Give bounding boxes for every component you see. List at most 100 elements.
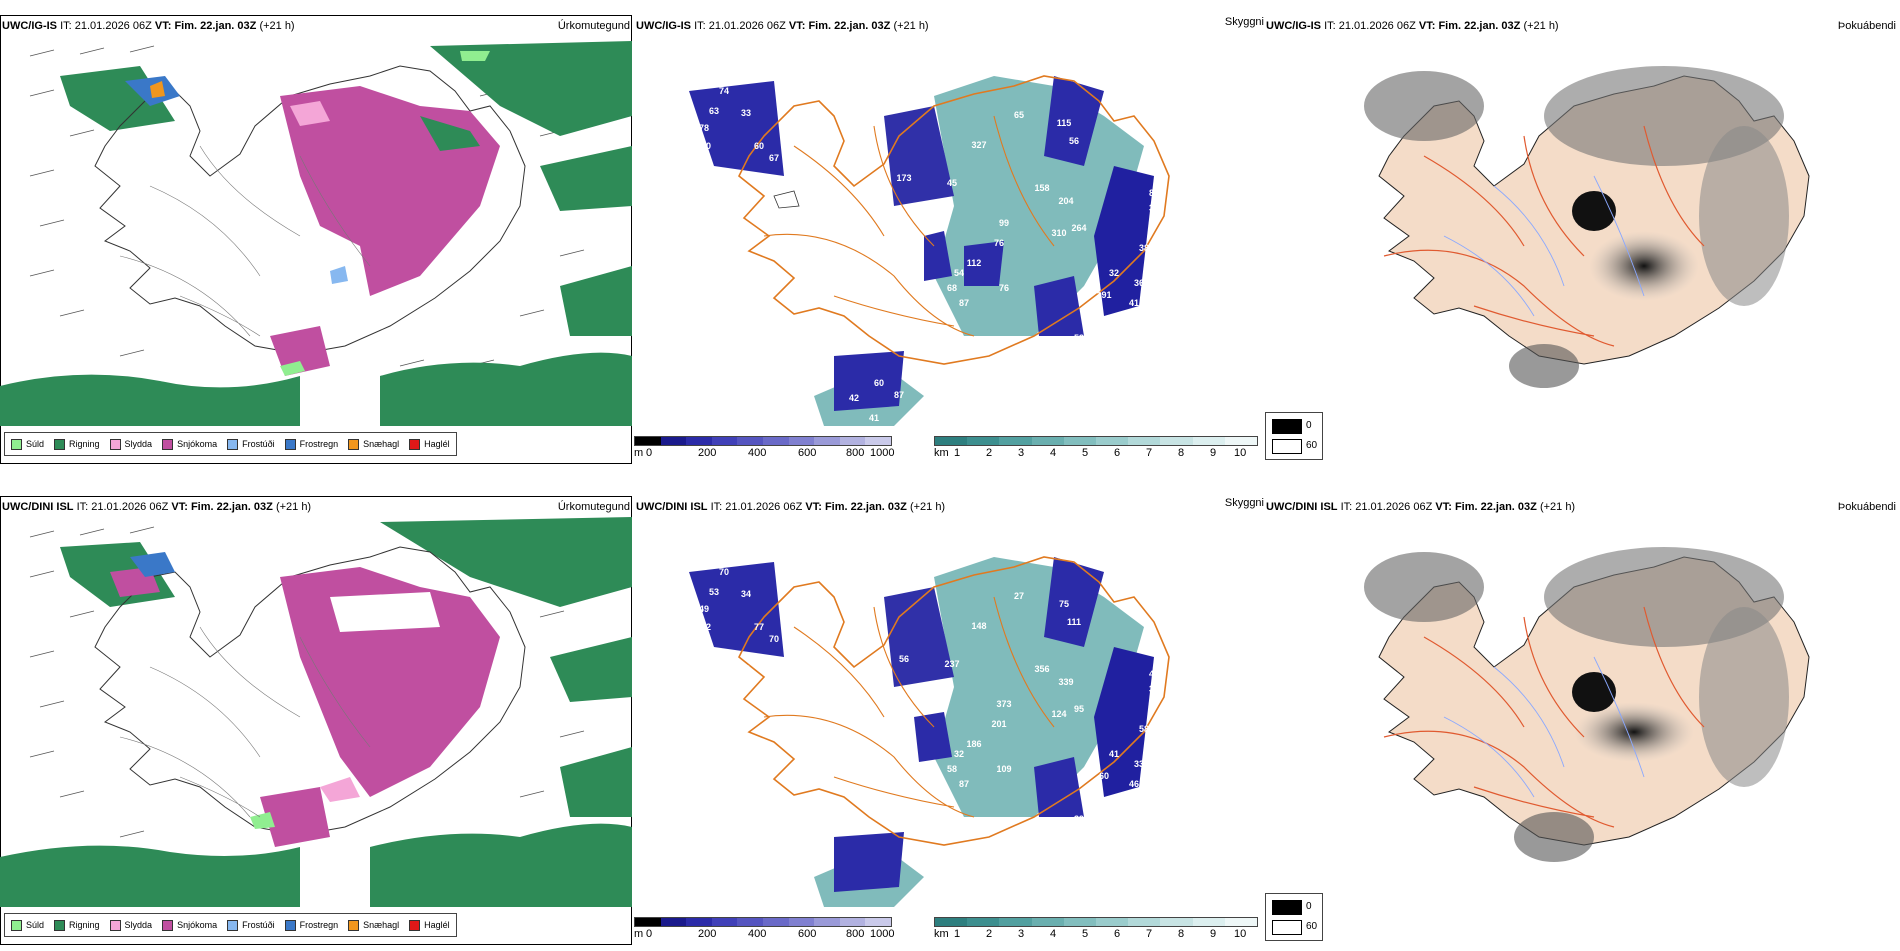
it-label: IT:: [1340, 501, 1353, 513]
vt-label: VT:: [171, 501, 188, 513]
fog-legend: 0 60: [1265, 893, 1323, 941]
legend-swatch: [284, 919, 296, 931]
panel-title: Skyggni: [1224, 497, 1264, 509]
legend-item: Haglél: [409, 919, 450, 931]
ceiling-colorbar: m 0 200 400 600 800 1000: [634, 917, 894, 943]
panel-header: UWC/IG-IS IT: 21.01.2026 06Z VT: Fim. 22…: [1266, 20, 1559, 32]
model-name: UWC/DINI ISL: [2, 501, 74, 513]
ceiling-value-label: 89: [919, 373, 929, 383]
precip-map: [0, 36, 632, 426]
legend-label: Rigning: [69, 920, 100, 930]
ceiling-value-label: 53: [709, 587, 719, 597]
it-value: 21.01.2026 06Z: [725, 501, 803, 513]
legend-swatch: [284, 438, 296, 450]
ceiling-value-label: 45: [947, 178, 957, 188]
ceiling-value-label: 110: [722, 649, 737, 659]
legend-label: Snjókoma: [177, 439, 218, 449]
ceiling-value-label: 60: [874, 378, 884, 388]
fog-legend-label: 0: [1306, 420, 1312, 431]
panel-header: UWC/IG-IS IT: 21.01.2026 06Z VT: Fim. 22…: [636, 20, 929, 32]
ceiling-value-label: 310: [1051, 228, 1066, 238]
it-value: 21.01.2026 06Z: [1338, 20, 1416, 32]
ceiling-value-label: 38: [1139, 243, 1149, 253]
fog-index-map: [1364, 547, 1810, 862]
it-value: 21.01.2026 06Z: [74, 20, 152, 32]
colorbar-tick: 200: [698, 447, 717, 459]
legend-swatch: [54, 438, 66, 450]
fog-legend-label: 60: [1306, 440, 1318, 451]
it-label: IT:: [710, 501, 723, 513]
model-name: UWC/IG-IS: [636, 20, 691, 32]
legend-item: Snjókoma: [162, 919, 217, 931]
ceiling-value-label: 51: [1114, 318, 1124, 328]
ceiling-value-label: 58: [1139, 724, 1149, 734]
ceiling-value-label: 76: [999, 283, 1009, 293]
legend-item: Slydda: [109, 919, 153, 931]
panel-header: UWC/DINI ISL IT: 21.01.2026 06Z VT: Fim.…: [636, 501, 945, 513]
panel-frame: [0, 496, 632, 945]
ceiling-value-label: 327: [971, 140, 986, 150]
vt-label: VT:: [154, 20, 172, 32]
legend-swatch: [409, 438, 421, 450]
panel-header: UWC/DINI ISL IT: 21.01.2026 06Z VT: Fim.…: [1266, 501, 1575, 513]
vt-value: Fim. 22.jan. 03Z: [1438, 20, 1521, 32]
ceiling-value-label: 158: [1034, 183, 1049, 193]
ceiling-value-label: 33: [1134, 759, 1144, 769]
ceiling-value-label: 32: [954, 749, 964, 759]
legend-item: Rigning: [54, 919, 100, 931]
colorbar-ramp: [934, 436, 1258, 446]
legend-label: Frostregn: [299, 439, 339, 449]
legend-label: Slydda: [124, 920, 153, 930]
ceiling-value-label: 57: [724, 168, 734, 178]
legend-item: Frostregn: [284, 438, 339, 450]
ceiling-value-label: 65: [1014, 110, 1024, 120]
ceiling-value-label: 49: [1149, 669, 1159, 679]
colorbar-tick: 200: [698, 928, 717, 940]
legend-item: Haglél: [409, 438, 450, 450]
legend-item: Frostúði: [227, 438, 275, 450]
ceiling-value-label: 60: [1047, 849, 1057, 859]
colorbar-tick: 2: [986, 928, 993, 940]
forecast-row-1: UWC/IG-IS IT: 21.01.2026 06Z VT: Fim. 22…: [0, 0, 1900, 470]
ceiling-value-label: 87: [959, 298, 969, 308]
ceiling-value-label: 148: [971, 621, 986, 631]
it-value: 21.01.2026 06Z: [708, 20, 786, 32]
colorbar-tick: 3: [1018, 447, 1025, 459]
legend-label: Súld: [26, 439, 45, 449]
ceiling-value-label: 76: [994, 238, 1004, 248]
panel-title: Skyggni: [1224, 16, 1264, 28]
colorbar-ramp: [634, 436, 892, 446]
legend-swatch: [348, 438, 360, 450]
legend-label: Frostregn: [299, 920, 339, 930]
ceiling-value-label: 95: [1074, 704, 1084, 714]
legend-swatch: [227, 919, 239, 931]
panel-title: Úrkomutegund: [557, 501, 630, 513]
vt-value: Fim. 22.jan. 03Z: [808, 20, 891, 32]
ceiling-value-label: 83: [1149, 188, 1159, 198]
ceiling-value-label: 237: [944, 659, 959, 669]
ceiling-value-label: 191: [1096, 290, 1111, 300]
it-value: 21.01.2026 06Z: [91, 501, 169, 513]
ceiling-value-label: 63: [709, 106, 719, 116]
panel-frame: [0, 15, 632, 464]
ceiling-value-label: 87: [959, 779, 969, 789]
ceiling-value-label: 82: [914, 689, 924, 699]
it-value: 21.01.2026 06Z: [1355, 501, 1433, 513]
colorbar-tick: 800: [846, 928, 865, 940]
legend-swatch: [409, 919, 421, 931]
vt-value: Fim. 22.jan. 03Z: [824, 501, 907, 513]
precip-type-legend: Súld Rigning Slydda Snjókoma Frostúði Fr…: [4, 913, 457, 937]
ceiling-value-label: 68: [947, 283, 957, 293]
legend-swatch: [162, 919, 174, 931]
fog-index-map: [1364, 66, 1810, 388]
colorbar-tick: 1: [954, 928, 961, 940]
it-label: IT:: [76, 501, 89, 513]
legend-item: Frostúði: [227, 919, 275, 931]
colorbar-tick: 0: [646, 447, 653, 459]
visibility-panel: UWC/DINI ISL IT: 21.01.2026 06Z VT: Fim.…: [634, 481, 1264, 951]
legend-swatch: [348, 919, 360, 931]
ceiling-value-label: 99: [999, 218, 1009, 228]
colorbar-tick: 5: [1082, 447, 1089, 459]
legend-swatch: [109, 919, 121, 931]
